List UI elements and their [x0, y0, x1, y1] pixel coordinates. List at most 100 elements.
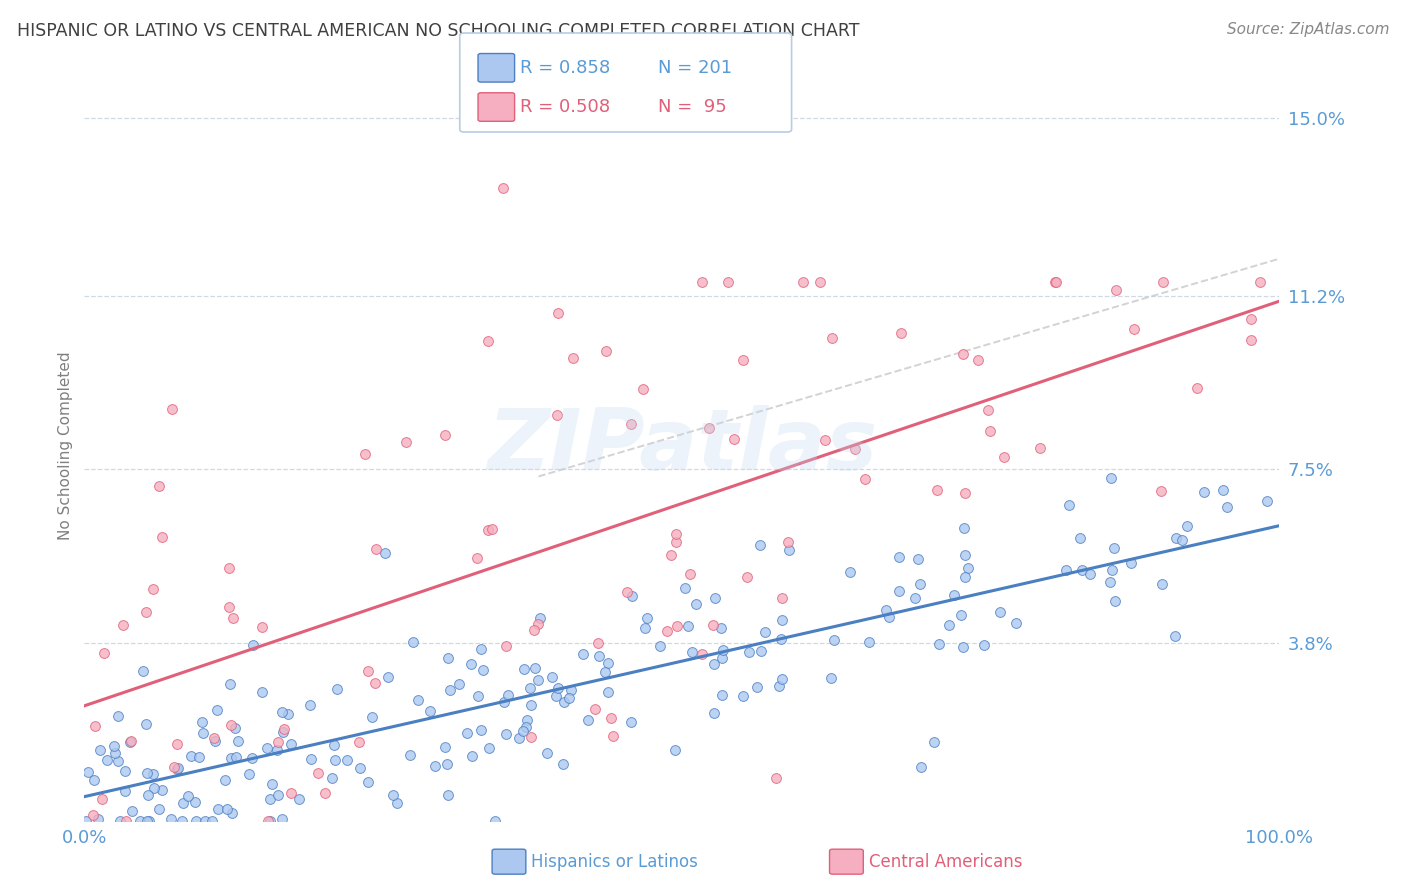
Point	[1185, 381, 1208, 395]
Point	[808, 275, 831, 289]
Point	[201, 814, 224, 828]
Point	[271, 725, 294, 739]
Point	[1056, 563, 1078, 577]
Point	[377, 670, 399, 684]
Point	[1105, 284, 1128, 298]
Point	[1078, 566, 1101, 581]
Point	[1071, 563, 1094, 577]
Point	[437, 789, 460, 803]
Point	[558, 690, 581, 705]
Point	[770, 591, 793, 605]
Point	[596, 657, 619, 671]
Point	[148, 802, 170, 816]
Point	[553, 695, 575, 709]
Text: N =  95: N = 95	[658, 98, 727, 116]
Point	[114, 784, 136, 798]
Text: Central Americans: Central Americans	[869, 853, 1022, 871]
Point	[419, 704, 441, 718]
Point	[544, 689, 567, 703]
Point	[562, 351, 585, 365]
Point	[1192, 485, 1215, 500]
Point	[495, 726, 517, 740]
Point	[1212, 483, 1234, 497]
Point	[224, 721, 246, 735]
Point	[711, 688, 734, 702]
Point	[692, 275, 714, 289]
Point	[595, 343, 617, 358]
Point	[219, 677, 242, 691]
Point	[347, 735, 370, 749]
Point	[702, 618, 724, 632]
Point	[685, 597, 707, 611]
Point	[288, 791, 311, 805]
Point	[498, 689, 520, 703]
Point	[205, 703, 228, 717]
Point	[107, 708, 129, 723]
Point	[599, 711, 621, 725]
Point	[219, 718, 242, 732]
Point	[406, 692, 429, 706]
Point	[1249, 275, 1271, 289]
Point	[228, 734, 250, 748]
Point	[973, 638, 995, 652]
Point	[447, 677, 470, 691]
Point	[778, 542, 800, 557]
Point	[89, 743, 111, 757]
Point	[298, 698, 321, 712]
Point	[523, 624, 546, 638]
Point	[508, 731, 530, 745]
Point	[96, 753, 118, 767]
Point	[204, 731, 226, 746]
Point	[593, 665, 616, 680]
Point	[942, 589, 965, 603]
Point	[586, 635, 609, 649]
Point	[908, 577, 931, 591]
Point	[385, 796, 408, 810]
Point	[112, 618, 135, 632]
Point	[792, 275, 814, 289]
Point	[620, 714, 643, 729]
Point	[520, 730, 543, 744]
Point	[271, 705, 294, 719]
Point	[277, 706, 299, 721]
Point	[217, 802, 239, 816]
Point	[821, 331, 844, 345]
Point	[259, 814, 281, 828]
Point	[354, 447, 377, 461]
Point	[325, 681, 347, 696]
Point	[547, 681, 569, 696]
Point	[711, 650, 734, 665]
Point	[361, 709, 384, 723]
Point	[399, 747, 422, 762]
Point	[529, 611, 551, 625]
Point	[547, 306, 569, 320]
Point	[107, 754, 129, 768]
Point	[439, 683, 461, 698]
Point	[166, 737, 188, 751]
Point	[515, 720, 537, 734]
Point	[242, 639, 264, 653]
Point	[188, 749, 211, 764]
Point	[238, 767, 260, 781]
Point	[527, 616, 550, 631]
Point	[76, 764, 98, 779]
Point	[118, 735, 141, 749]
Point	[536, 746, 558, 760]
Point	[512, 724, 534, 739]
Point	[267, 735, 290, 749]
Point	[1171, 533, 1194, 548]
Point	[621, 589, 644, 603]
Point	[461, 749, 484, 764]
Point	[955, 570, 977, 584]
Point	[1123, 322, 1146, 336]
Point	[321, 771, 343, 785]
Point	[87, 812, 110, 826]
Point	[673, 581, 696, 595]
Point	[737, 570, 759, 584]
Point	[588, 648, 610, 663]
Point	[877, 610, 900, 624]
Point	[560, 683, 582, 698]
Point	[844, 442, 866, 456]
Point	[280, 738, 302, 752]
Point	[364, 676, 387, 690]
